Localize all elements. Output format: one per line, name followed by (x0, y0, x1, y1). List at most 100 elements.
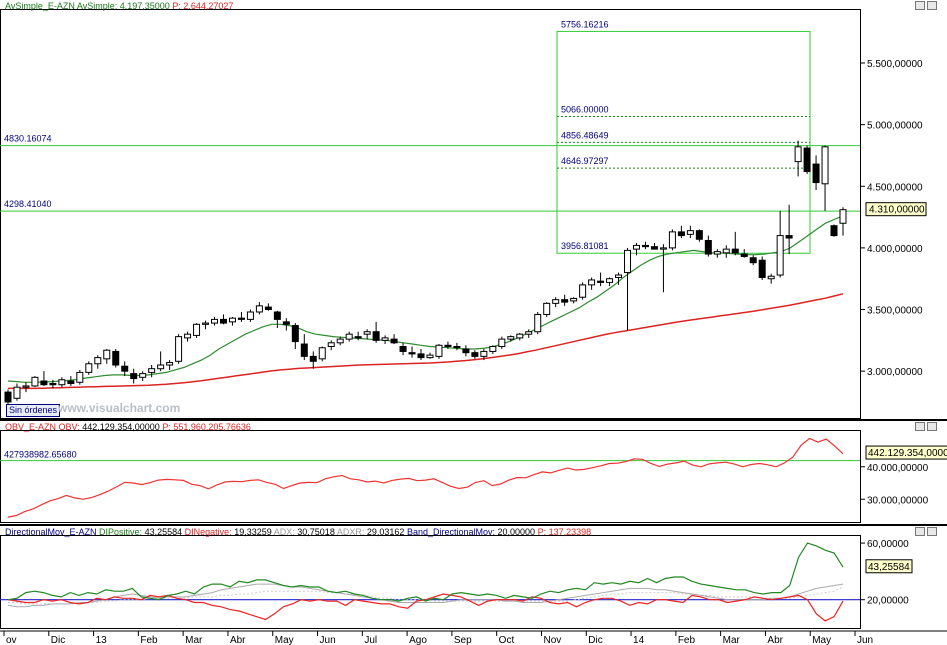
candle-bull (228, 317, 236, 323)
candle-bull (426, 354, 434, 359)
panel3-minimize-button[interactable] (915, 527, 925, 536)
panel2-series-label: OBV: (58, 422, 80, 432)
candle-bear (785, 235, 793, 239)
panel1-price-value: P: 2.644,27027 (172, 1, 234, 11)
x-tick-label: Abr (230, 635, 246, 645)
candle-bear (471, 352, 479, 357)
candle-bull (327, 342, 335, 348)
candle-bull (31, 376, 39, 387)
panel2-indicator-name: OBV_E-AZN (5, 422, 57, 432)
x-tick-label: Mar (723, 635, 741, 645)
x-tick-label: Dic (51, 635, 65, 645)
candle-bear (40, 380, 48, 386)
panel1-frame (0, 9, 861, 419)
x-tick-label: 13 (96, 635, 108, 645)
candle-bull (516, 333, 524, 339)
panel1-minimize-button[interactable] (915, 1, 925, 10)
candle-bull (336, 338, 344, 344)
candle-bear (408, 352, 416, 355)
candle-bear (291, 325, 299, 343)
candle-bear (597, 280, 605, 283)
sma-green-line (7, 215, 844, 383)
candle-bear (812, 163, 820, 184)
candle-bull (22, 385, 30, 388)
x-tick-label: Dic (588, 635, 602, 645)
candle-bear (399, 346, 407, 352)
candle-bear (462, 348, 470, 354)
y-tick-label: 3.000,00000 (867, 367, 923, 378)
candle-bull (246, 311, 254, 320)
candle-bull (525, 331, 533, 335)
y-tick-label: 4.000,00000 (867, 244, 923, 255)
panel3-indicator-name: DirectionalMov_E-AZN (5, 527, 97, 537)
candle-bear (49, 382, 57, 386)
candle-bull (632, 244, 640, 250)
candle-bear (273, 311, 281, 320)
panel1-header: AvSimple_E-AZN AvSimple: 4.197,35000 P: … (5, 1, 233, 11)
candle-bull (776, 235, 784, 276)
candle-bull (76, 371, 84, 383)
x-tick-label: 14 (633, 635, 645, 645)
candle-bull (686, 230, 694, 235)
candle-bull (175, 336, 183, 362)
candle-bull (794, 146, 802, 163)
horizontal-level-label: 4830.16074 (4, 134, 52, 144)
candle-bear (354, 336, 362, 339)
y-tick-label: 60,00000 (867, 539, 909, 550)
obv-current-label: 442.129.354,00000 (868, 448, 947, 459)
candle-bear (390, 338, 398, 344)
x-tick-label: Abr (767, 635, 783, 645)
panel2-minimize-button[interactable] (915, 422, 925, 431)
panel1-maximize-button[interactable] (927, 1, 937, 10)
y-tick-label: 30.000,00000 (867, 495, 929, 506)
candle-bear (650, 246, 658, 250)
panel3-diminus-label: DINegative: (184, 527, 232, 537)
panel3-diplus-label: DIPositive: (99, 527, 143, 537)
candle-bull (659, 247, 667, 250)
di-minus-line (7, 593, 844, 622)
candle-bull (767, 275, 775, 280)
panel2-header: OBV_E-AZN OBV: 442.129.354,00000 P: 551.… (5, 422, 251, 432)
adx-line (7, 583, 844, 608)
current-price-label: 4.310,00000 (869, 205, 925, 216)
candle-bear (704, 240, 712, 255)
panel2-frame (0, 430, 861, 523)
panel3-maximize-button[interactable] (927, 527, 937, 536)
y-tick-label: 3.500,00000 (867, 306, 923, 317)
watermark: www.visualchart.com (58, 401, 181, 415)
projection-level-label: 3956.81081 (561, 241, 609, 251)
candle-bear (758, 259, 766, 278)
panel3-diplus-value: 43,25584 (144, 527, 183, 537)
obv-horizontal-label: 427938982.65680 (4, 450, 77, 460)
candle-bear (749, 257, 757, 264)
y-tick-label: 20,00000 (867, 596, 909, 607)
x-tick-label: Jul (364, 635, 377, 645)
candle-bull (534, 313, 542, 333)
candle-bull (103, 349, 111, 360)
projection-level-label: 5756.16216 (561, 19, 609, 29)
candle-bear (264, 306, 272, 311)
y-tick-label: 4.500,00000 (867, 182, 923, 193)
candle-bear (309, 355, 317, 362)
candle-bull (570, 297, 578, 302)
candle-bull (498, 338, 506, 348)
candle-bear (219, 318, 227, 324)
x-tick-label: ov (6, 635, 17, 645)
candle-bull (713, 251, 721, 255)
panel3-band-value: 20,00000 (497, 527, 536, 537)
candle-bull (615, 274, 623, 278)
panel3-adx-value: 30,75018 (297, 527, 335, 537)
candle-bear (417, 353, 425, 359)
panel2-maximize-button[interactable] (927, 422, 937, 431)
obv-line (7, 437, 844, 518)
candle-bear (372, 331, 380, 341)
candle-bull (624, 249, 632, 274)
sma-red-line (8, 293, 844, 390)
panel2-series-value: 442.129.354,00000 (82, 422, 160, 432)
candle-bull (722, 248, 730, 254)
sin-ordenes-button[interactable]: Sin órdenes (6, 404, 61, 417)
candle-bear (677, 231, 685, 237)
candle-bear (282, 321, 290, 325)
x-tick-label: Feb (140, 635, 158, 645)
